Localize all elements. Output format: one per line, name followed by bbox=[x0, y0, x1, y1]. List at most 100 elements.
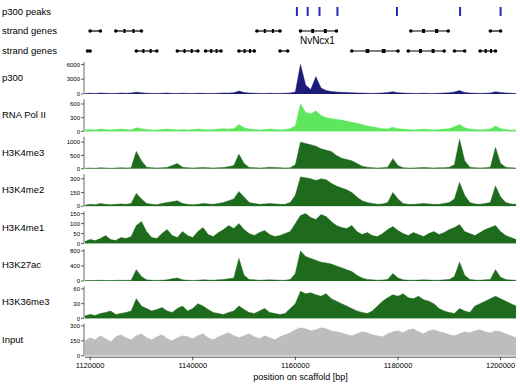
gene-end bbox=[114, 29, 118, 33]
y-axis bbox=[84, 249, 85, 281]
gene-end bbox=[99, 29, 103, 33]
genome-browser: p300 peaksstrand genesstrand genesNvNcx1… bbox=[0, 0, 520, 390]
y-tick-label: 0 bbox=[77, 91, 81, 97]
peak bbox=[296, 7, 298, 16]
y-tick bbox=[81, 155, 84, 156]
y-tick-label: 400 bbox=[70, 263, 81, 269]
signal-area bbox=[85, 177, 516, 206]
y-tick-label: 0 bbox=[77, 278, 81, 284]
y-tick bbox=[81, 303, 84, 304]
gene-exon bbox=[191, 49, 193, 53]
y-tick bbox=[81, 288, 84, 289]
gene bbox=[489, 29, 503, 33]
gene-end bbox=[135, 49, 139, 53]
gene-end bbox=[463, 49, 467, 53]
y-tick-label: 100 bbox=[70, 221, 81, 227]
y-tick bbox=[81, 142, 84, 143]
gene-end bbox=[409, 29, 413, 33]
track-plot bbox=[85, 104, 516, 131]
peak bbox=[500, 7, 502, 16]
gene-exon bbox=[311, 29, 314, 33]
y-tick-label: 1000 bbox=[67, 139, 81, 145]
gene-body bbox=[257, 30, 280, 31]
gene-exon bbox=[142, 49, 144, 53]
track-plot bbox=[85, 177, 516, 206]
y-axis bbox=[84, 62, 85, 94]
y-tick bbox=[81, 250, 84, 251]
signal-area bbox=[85, 251, 516, 281]
gene-end bbox=[140, 29, 144, 33]
gene-end bbox=[176, 49, 180, 53]
gene-exon bbox=[382, 49, 386, 53]
gene bbox=[135, 49, 159, 53]
gene-exon bbox=[123, 29, 125, 33]
y-tick bbox=[81, 223, 84, 224]
gene bbox=[409, 29, 450, 33]
x-axis bbox=[85, 357, 516, 358]
peak bbox=[396, 7, 398, 16]
y-tick bbox=[81, 340, 84, 341]
gene bbox=[237, 49, 256, 53]
peaks-label: p300 peaks bbox=[2, 6, 51, 17]
y-tick bbox=[81, 168, 84, 169]
x-tick bbox=[192, 357, 193, 360]
gene-end bbox=[204, 49, 208, 53]
y-tick bbox=[81, 131, 84, 132]
gene-end bbox=[278, 49, 282, 53]
track-label: H3K27ac bbox=[2, 259, 41, 270]
y-tick-label: 0 bbox=[77, 166, 81, 172]
y-tick-label: 500 bbox=[70, 153, 81, 159]
y-tick bbox=[81, 233, 84, 234]
gene-end bbox=[255, 29, 259, 33]
y-tick bbox=[81, 103, 84, 104]
y-tick-label: 300 bbox=[70, 323, 81, 329]
gene-exon bbox=[490, 49, 492, 53]
x-tick bbox=[295, 357, 296, 360]
gene-exon bbox=[432, 49, 435, 53]
y-tick-label: 60 bbox=[73, 286, 80, 292]
gene-body bbox=[352, 50, 398, 51]
gene-end bbox=[155, 49, 159, 53]
y-tick bbox=[81, 281, 84, 282]
y-tick bbox=[81, 94, 84, 95]
y-tick bbox=[81, 117, 84, 118]
y-tick-label: 30 bbox=[73, 301, 80, 307]
gene-end bbox=[286, 49, 290, 53]
signal-area bbox=[85, 291, 516, 318]
signal-area bbox=[85, 64, 516, 94]
gene-exon bbox=[422, 29, 425, 33]
x-tick-label: 1200000 bbox=[486, 361, 515, 370]
y-tick-label: 150 bbox=[70, 211, 81, 217]
track-plot bbox=[85, 291, 516, 318]
y-tick bbox=[81, 206, 84, 207]
y-tick-label: 150 bbox=[70, 338, 81, 344]
gene-end bbox=[442, 49, 446, 53]
gene bbox=[114, 29, 143, 33]
gene-exon bbox=[435, 29, 438, 33]
gene-exon bbox=[132, 29, 134, 33]
x-tick bbox=[90, 357, 91, 360]
gene-exon bbox=[485, 49, 487, 53]
gene-exon bbox=[216, 49, 218, 53]
track-label: p300 bbox=[2, 72, 23, 83]
gene-body bbox=[408, 50, 444, 51]
gene-body bbox=[411, 30, 448, 31]
gene-body bbox=[136, 50, 157, 51]
y-axis bbox=[84, 324, 85, 356]
gene-end bbox=[489, 29, 493, 33]
gene-track-label: strand genes bbox=[2, 45, 57, 56]
y-tick-label: 0 bbox=[77, 203, 81, 209]
gene-end bbox=[350, 49, 354, 53]
x-tick bbox=[500, 357, 501, 360]
signal-area bbox=[85, 214, 516, 244]
gene-end bbox=[406, 49, 410, 53]
y-tick bbox=[81, 213, 84, 214]
y-axis bbox=[84, 286, 85, 318]
gene-body bbox=[177, 50, 198, 51]
gene-exon bbox=[324, 29, 327, 33]
y-tick bbox=[81, 318, 84, 319]
gene-end bbox=[446, 29, 450, 33]
gene-exon bbox=[272, 29, 274, 33]
y-tick bbox=[81, 265, 84, 266]
gene bbox=[204, 49, 223, 53]
